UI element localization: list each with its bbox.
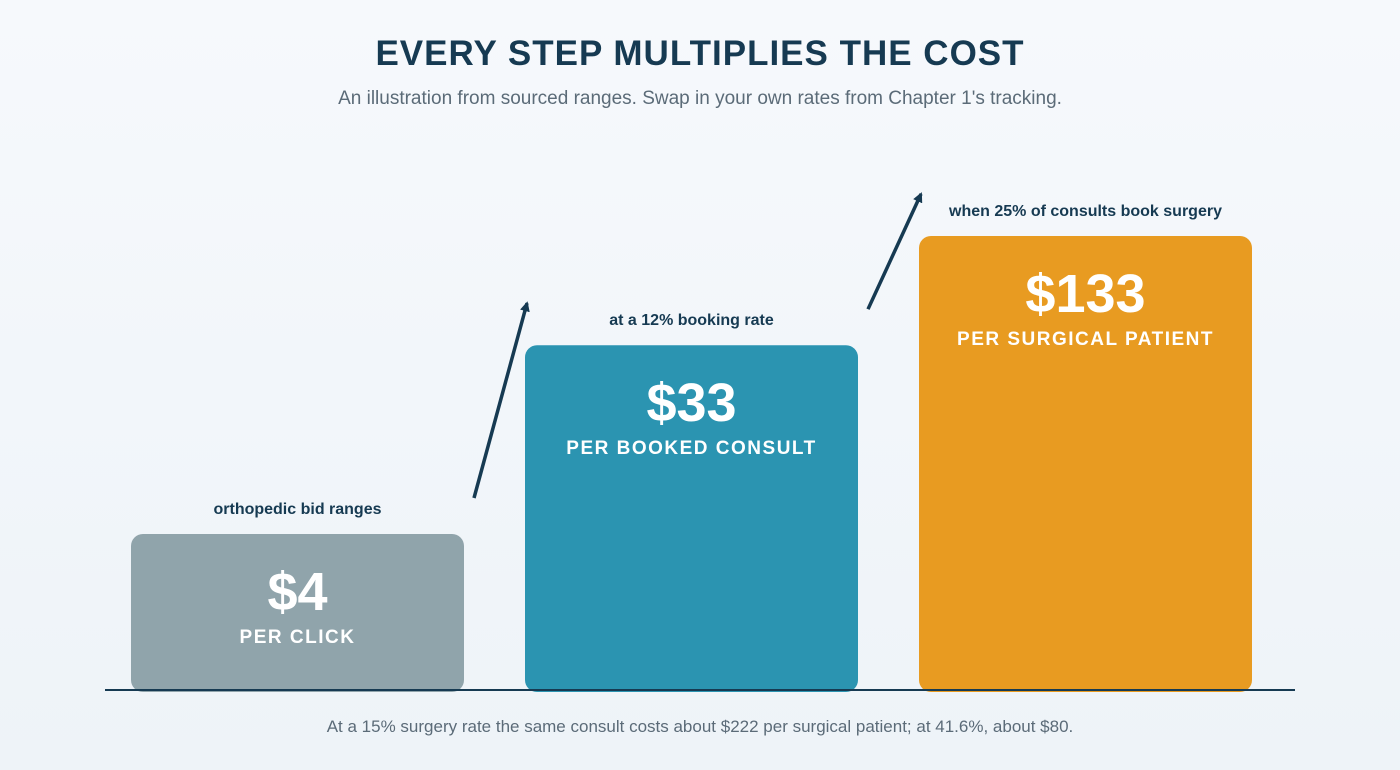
bar-annotation-per-click: orthopedic bid ranges: [213, 501, 381, 518]
bar-per-booked-consult: [525, 345, 858, 692]
step-arrow-2: [866, 192, 923, 310]
bar-value-per-click: $4: [267, 562, 327, 622]
bar-category-per-click: PER CLICK: [240, 627, 356, 648]
bar-value-per-booked-consult: $33: [646, 373, 736, 433]
bar-per-surgical-patient: [919, 236, 1252, 692]
bar-category-per-booked-consult: PER BOOKED CONSULT: [566, 438, 816, 459]
bar-annotation-per-booked-consult: at a 12% booking rate: [609, 312, 774, 329]
chart-subtitle: An illustration from sourced ranges. Swa…: [338, 88, 1062, 109]
bar-annotation-per-surgical-patient: when 25% of consults book surgery: [948, 203, 1222, 220]
bar-category-per-surgical-patient: PER SURGICAL PATIENT: [957, 329, 1214, 350]
bar-per-click: [131, 534, 464, 692]
chart-footnote: At a 15% surgery rate the same consult c…: [326, 717, 1074, 736]
chart-title: EVERY STEP MULTIPLIES THE COST: [375, 34, 1025, 73]
step-arrow-1: [472, 301, 530, 499]
bar-value-per-surgical-patient: $133: [1025, 264, 1145, 324]
